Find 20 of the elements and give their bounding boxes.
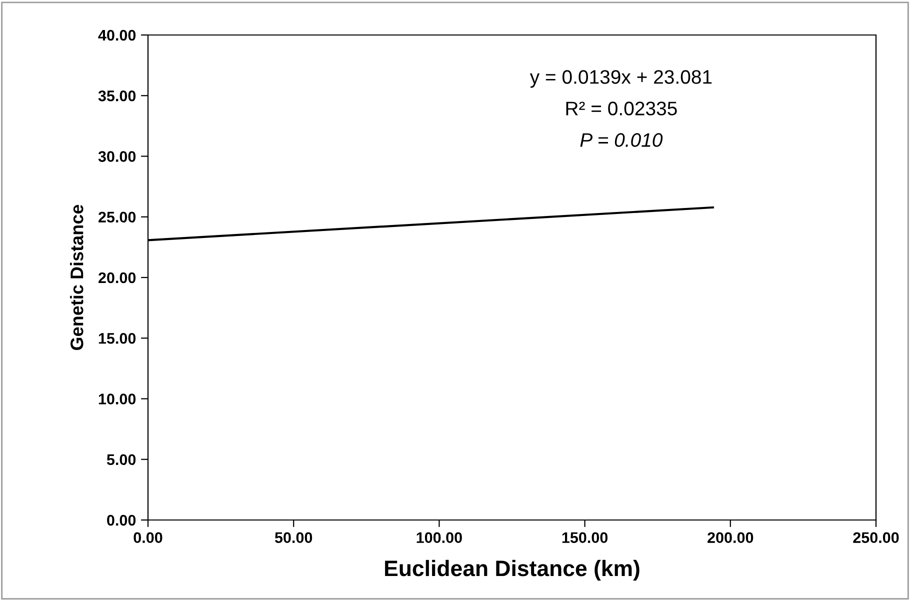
- y-tick-label: 25.00: [98, 212, 136, 223]
- y-tick-label: 40.00: [98, 30, 136, 41]
- annotation: y = 0.0139x + 23.081: [530, 70, 712, 88]
- annotation: P = 0.010: [580, 133, 663, 147]
- x-tick-label: 100.00: [416, 532, 462, 544]
- x-tick-label: 0.00: [134, 532, 162, 544]
- y-axis-title: Genetic Distance: [70, 204, 84, 350]
- x-tick-label: 250.00: [853, 532, 899, 544]
- y-tick-label: 10.00: [98, 394, 136, 404]
- x-tick-label: 50.00: [274, 532, 312, 544]
- y-tick-label: 5.00: [106, 454, 136, 466]
- y-tick-label: 30.00: [98, 151, 136, 162]
- annotation: R² = 0.02335: [566, 102, 677, 116]
- x-tick-label: 200.00: [708, 532, 754, 544]
- y-tick-label: 20.00: [98, 272, 136, 284]
- y-tick-label: 35.00: [98, 90, 136, 102]
- x-tick-label: 150.00: [562, 532, 608, 544]
- y-tick-label: 15.00: [98, 332, 136, 344]
- x-axis-title: Euclidean Distance (km): [385, 560, 640, 581]
- y-tick-label: 0.00: [107, 514, 136, 526]
